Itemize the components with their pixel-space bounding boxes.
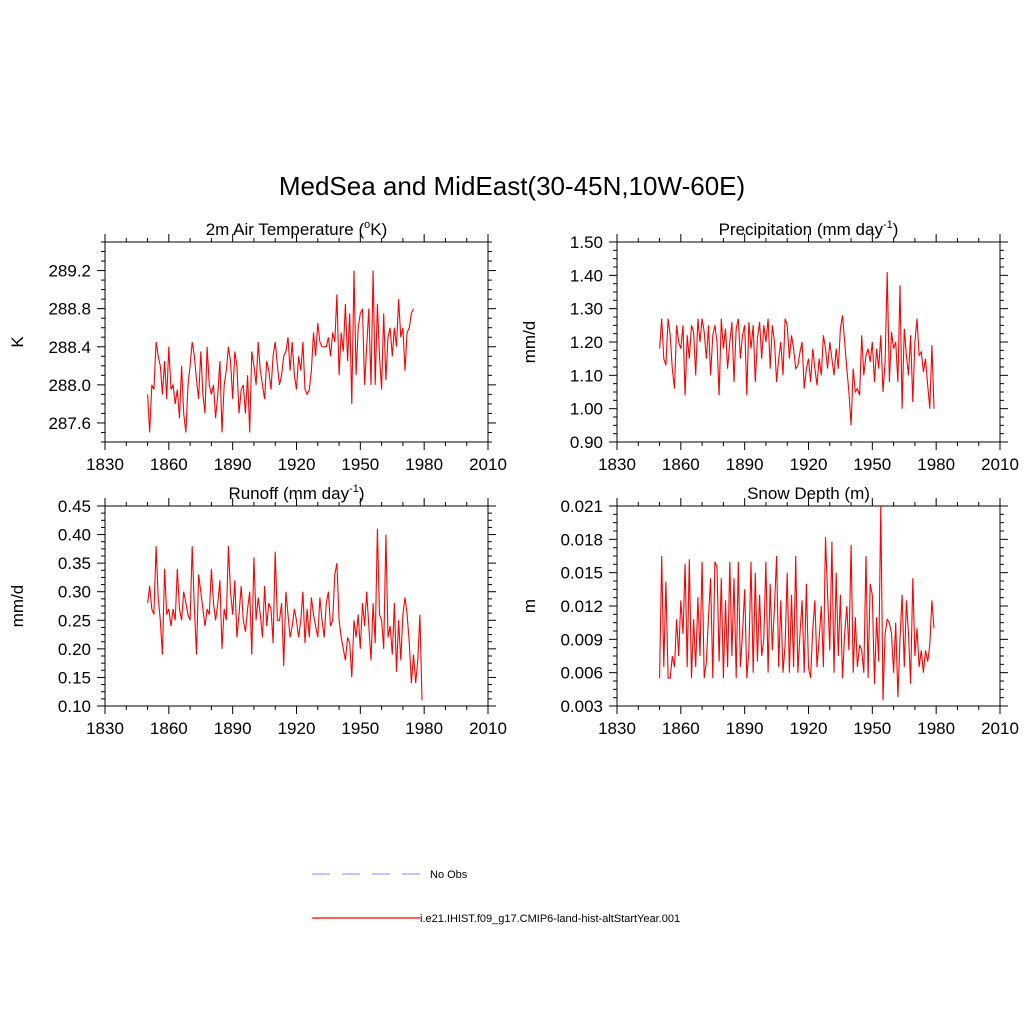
figure-title: MedSea and MidEast(30-45N,10W-60E): [279, 171, 745, 201]
x-tick-label: 1830: [598, 719, 636, 738]
y-tick-label: 0.015: [560, 564, 603, 583]
legend-label-model: i.e21.IHIST.f09_g17.CMIP6-land-hist-altS…: [420, 913, 680, 925]
x-tick-label: 1890: [726, 719, 764, 738]
panels: 2m Air Temperature (oK) K 1830 1860 1890 1920…: [8, 219, 1019, 738]
x-tick-label: 1920: [278, 455, 316, 474]
y-tick-label: 0.15: [58, 668, 91, 687]
x-tick-label: 1890: [214, 719, 252, 738]
panel-snow-depth: Snow Depth (m) m 1830 1860 1890 1920 1950 1980 2…: [520, 484, 1019, 738]
plot-frame: [104, 241, 489, 443]
y-tick-label: 0.10: [58, 697, 91, 716]
panel-runoff: Runoff (mm day-1) mm/d 1830 1860 1890 1920 195…: [8, 483, 507, 738]
plot-frame: [616, 241, 1001, 443]
x-tick-label: 1950: [853, 719, 891, 738]
x-tick-label: 1980: [405, 455, 443, 474]
series-line: [659, 505, 935, 701]
x-tick-label: 1950: [853, 455, 891, 474]
x-tick-label: 1950: [341, 455, 379, 474]
x-tick-label: 1920: [790, 719, 828, 738]
y-tick-label: 1.00: [570, 400, 603, 419]
x-tick-label: 1860: [662, 455, 700, 474]
y-tick-label: 1.20: [570, 333, 603, 352]
y-tick-label: 0.45: [58, 497, 91, 516]
x-tick-label: 1980: [917, 719, 955, 738]
x-tick-label: 1830: [86, 719, 124, 738]
series-line: [147, 270, 415, 433]
x-tick-label: 1950: [341, 719, 379, 738]
x-tick-label: 1890: [214, 455, 252, 474]
x-tick-label: 1980: [405, 719, 443, 738]
panel-title: 2m Air Temperature (oK): [206, 219, 388, 239]
y-tick-label: 0.006: [560, 664, 603, 683]
x-tick-label: 1860: [150, 455, 188, 474]
x-tick-label: 1980: [917, 455, 955, 474]
panel-precipitation: Precipitation (mm day-1) mm/d 1830 1860 1890…: [520, 219, 1019, 474]
x-tick-label: 2010: [469, 719, 507, 738]
x-tick-label: 1920: [278, 719, 316, 738]
x-tick-label: 1920: [790, 455, 828, 474]
y-axis-label: K: [8, 336, 27, 348]
x-tick-label: 1860: [150, 719, 188, 738]
panel-temperature: 2m Air Temperature (oK) K 1830 1860 1890 1920…: [8, 219, 507, 474]
y-tick-label: 288.0: [48, 376, 91, 395]
x-tick-label: 2010: [981, 455, 1019, 474]
x-tick-label: 2010: [469, 455, 507, 474]
y-tick-label: 0.90: [570, 433, 603, 452]
y-axis-label: mm/d: [8, 585, 27, 628]
y-tick-label: 0.40: [58, 526, 91, 545]
plot-frame: [104, 505, 489, 707]
legend-label-no-obs: No Obs: [430, 869, 468, 881]
y-tick-label: 289.2: [48, 262, 91, 281]
y-tick-label: 1.50: [570, 233, 603, 252]
panel-title: Precipitation (mm day-1): [719, 219, 899, 239]
x-tick-label: 1890: [726, 455, 764, 474]
y-tick-label: 0.35: [58, 554, 91, 573]
series-line: [147, 528, 423, 701]
panel-title: Snow Depth (m): [747, 484, 870, 503]
y-axis-label: mm/d: [520, 321, 539, 364]
y-tick-label: 0.009: [560, 630, 603, 649]
y-tick-label: 287.6: [48, 414, 91, 433]
y-tick-label: 0.018: [560, 530, 603, 549]
y-tick-label: 1.30: [570, 300, 603, 319]
x-tick-label: 1860: [662, 719, 700, 738]
legend: No Obs i.e21.IHIST.f09_g17.CMIP6-land-hi…: [312, 869, 680, 925]
y-tick-label: 0.021: [560, 497, 603, 516]
panel-title: Runoff (mm day-1): [228, 483, 364, 503]
y-tick-label: 1.40: [570, 266, 603, 285]
x-tick-label: 1830: [598, 455, 636, 474]
y-axis-label: m: [520, 599, 539, 613]
plot-frame: [616, 505, 1001, 707]
y-tick-label: 288.8: [48, 300, 91, 319]
x-tick-label: 2010: [981, 719, 1019, 738]
y-tick-label: 1.10: [570, 366, 603, 385]
x-tick-label: 1830: [86, 455, 124, 474]
y-tick-label: 0.30: [58, 583, 91, 602]
y-tick-label: 0.25: [58, 611, 91, 630]
y-tick-label: 0.012: [560, 597, 603, 616]
series-line: [659, 271, 935, 426]
y-tick-label: 0.003: [560, 697, 603, 716]
y-tick-label: 0.20: [58, 640, 91, 659]
y-tick-label: 288.4: [48, 338, 91, 357]
